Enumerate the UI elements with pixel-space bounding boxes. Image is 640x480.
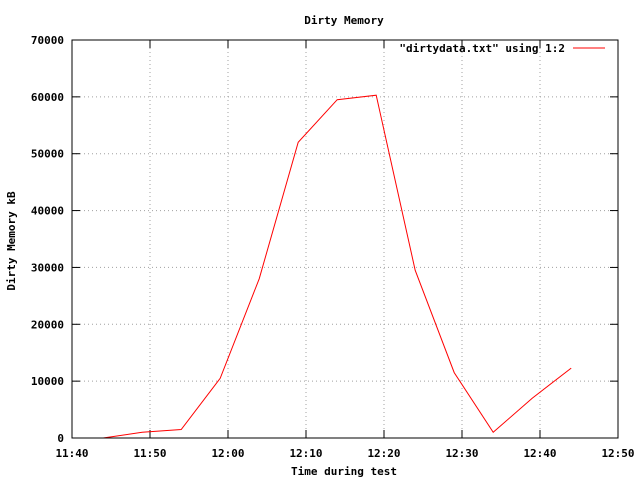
plot-frame	[71, 39, 619, 439]
series-layer	[103, 94, 572, 439]
axis-ticks: 0 10000 20000 30000 40000 50000 60000 70000 11:4…	[31, 34, 635, 460]
x-tick-label: 12:20	[367, 447, 400, 460]
x-tick-label: 12:40	[523, 447, 556, 460]
y-tick-label: 0	[57, 432, 64, 445]
series-line	[103, 94, 572, 439]
x-tick-label: 11:50	[133, 447, 166, 460]
x-tick-label: 12:50	[601, 447, 634, 460]
y-tick-label: 50000	[31, 148, 64, 161]
legend-label: "dirtydata.txt" using 1:2	[399, 42, 565, 55]
legend: "dirtydata.txt" using 1:2	[399, 42, 605, 55]
x-tick-label: 12:30	[445, 447, 478, 460]
x-tick-label: 11:40	[55, 447, 88, 460]
x-tick-label: 12:00	[211, 447, 244, 460]
y-tick-label: 60000	[31, 91, 64, 104]
y-tick-label: 20000	[31, 318, 64, 331]
y-tick-label: 10000	[31, 375, 64, 388]
y-tick-label: 70000	[31, 34, 64, 47]
y-tick-label: 30000	[31, 261, 64, 274]
y-axis-label: Dirty Memory kB	[5, 191, 18, 291]
x-axis-label: Time during test	[291, 465, 397, 478]
y-tick-label: 40000	[31, 205, 64, 218]
grid	[72, 40, 618, 438]
x-tick-label: 12:10	[289, 447, 322, 460]
chart-title: Dirty Memory	[304, 14, 384, 27]
